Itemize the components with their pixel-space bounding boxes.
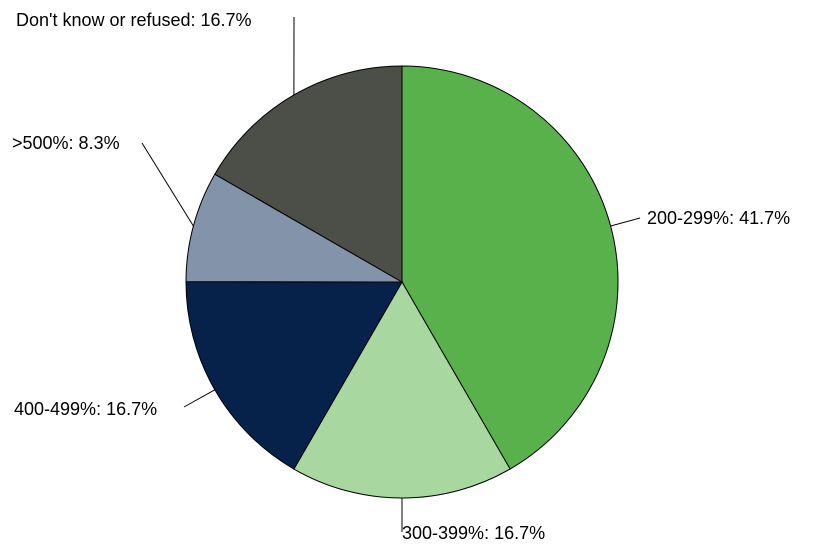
slice-label: Don't know or refused: 16.7% <box>16 10 252 30</box>
pie-slice <box>185 173 404 283</box>
slice-label: 400-499%: 16.7% <box>14 399 157 419</box>
pie-slices <box>185 65 619 499</box>
slice-label: 300-399%: 16.7% <box>402 523 545 543</box>
slice-label: 200-299%: 41.7% <box>647 208 790 228</box>
leader-line <box>141 142 194 227</box>
leader-line <box>610 217 641 227</box>
pie-slice <box>401 65 619 470</box>
label-leader-lines <box>141 16 641 532</box>
pie-slice <box>185 281 403 470</box>
pie-slice <box>214 65 403 283</box>
pie-slice <box>293 281 511 499</box>
slice-labels: 200-299%: 41.7% 300-399%: 16.7% 400-499%: … <box>12 10 790 543</box>
leader-line <box>183 389 216 408</box>
slice-label: >500%: 8.3% <box>12 133 120 153</box>
